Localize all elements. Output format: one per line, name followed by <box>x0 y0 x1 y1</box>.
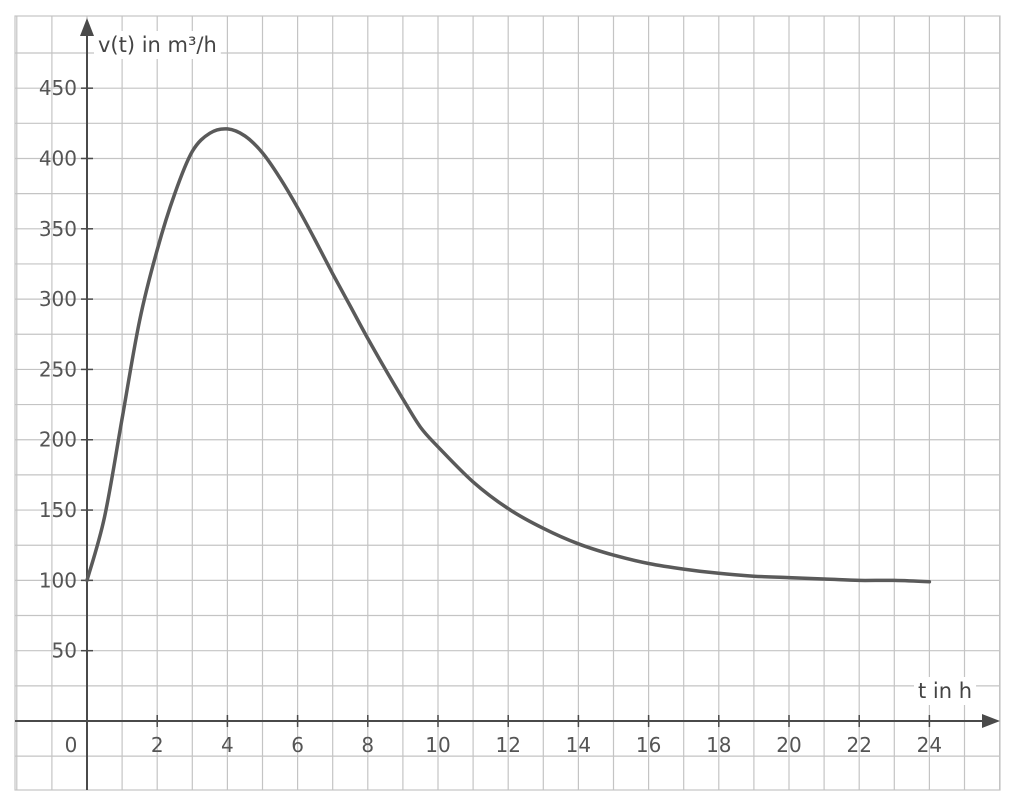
y-tick-label: 300 <box>39 287 77 311</box>
y-tick-label: 400 <box>39 146 77 170</box>
x-axis-label-background <box>914 677 977 705</box>
x-axis-arrow-icon <box>982 714 1000 728</box>
x-tick-label: 12 <box>495 733 520 757</box>
x-tick-label: 16 <box>636 733 661 757</box>
y-axis-label: v(t) in m³/h <box>98 33 217 57</box>
x-tick-label: 6 <box>291 733 304 757</box>
y-tick-label: 200 <box>39 428 77 452</box>
tick-labels: 0 2 4 6 8 10 12 14 16 18 20 22 245010015020025030035… <box>39 76 942 757</box>
grid-frame <box>14 15 1001 791</box>
x-tick-label: 24 <box>917 733 942 757</box>
x-tick-label: 8 <box>361 733 374 757</box>
x-tick-label: 0 <box>65 733 78 757</box>
y-axis-label-background <box>94 31 221 59</box>
y-axis-arrow-icon <box>80 18 94 36</box>
axes <box>15 18 1000 790</box>
series-line <box>85 127 932 584</box>
y-tick-label: 250 <box>39 357 77 381</box>
x-tick-label: 4 <box>221 733 234 757</box>
grid <box>14 15 1001 791</box>
x-tick-label: 20 <box>776 733 801 757</box>
x-tick-label: 10 <box>425 733 450 757</box>
series-layer <box>85 127 932 584</box>
y-tick-label: 450 <box>39 76 77 100</box>
x-tick-label: 18 <box>706 733 731 757</box>
y-tick-label: 150 <box>39 498 77 522</box>
y-tick-label: 100 <box>39 568 77 592</box>
y-tick-label: 350 <box>39 217 77 241</box>
x-tick-label: 2 <box>151 733 164 757</box>
y-tick-label: 50 <box>52 639 77 663</box>
x-axis-label: t in h <box>918 679 972 703</box>
x-tick-label: 14 <box>566 733 591 757</box>
x-tick-label: 22 <box>846 733 871 757</box>
